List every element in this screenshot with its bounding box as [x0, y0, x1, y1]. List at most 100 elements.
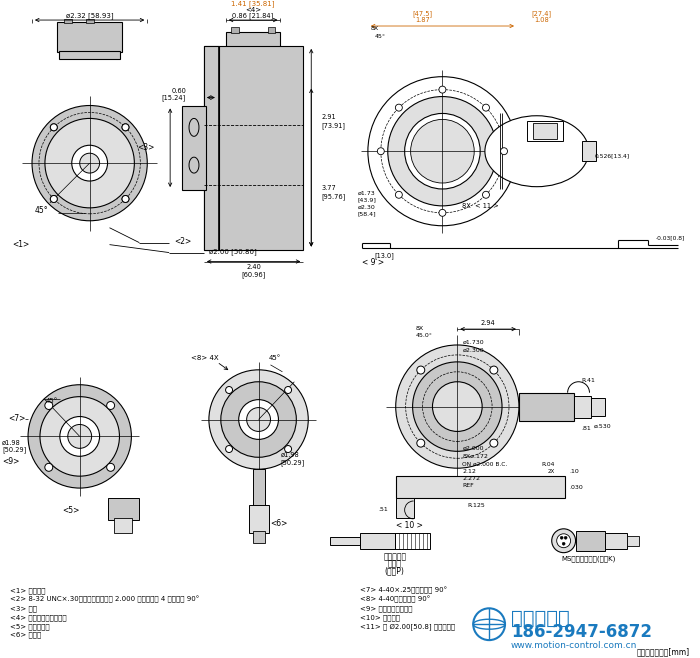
Text: 西安德伍拓: 西安德伍拓: [511, 609, 570, 628]
Text: [73.91]: [73.91]: [321, 122, 345, 128]
Circle shape: [560, 536, 563, 540]
Text: <2>: <2>: [174, 237, 191, 246]
Text: [50.29]: [50.29]: [2, 446, 27, 453]
Bar: [395, 533, 430, 549]
Circle shape: [122, 124, 129, 131]
Text: [95.76]: [95.76]: [321, 193, 345, 200]
Text: <1> 標準機殼: <1> 標準機殼: [10, 587, 46, 594]
Text: .51: .51: [378, 507, 388, 513]
Text: REF: REF: [462, 482, 474, 488]
Text: [50.29]: [50.29]: [281, 459, 304, 466]
Bar: [582, 141, 596, 161]
Bar: [592, 397, 606, 416]
Text: ø2.30: ø2.30: [358, 205, 376, 209]
Text: <4>: <4>: [245, 7, 261, 13]
Circle shape: [433, 382, 482, 432]
Text: <6>: <6>: [270, 519, 288, 528]
Circle shape: [490, 439, 498, 447]
Text: 0.526[13.4]: 0.526[13.4]: [594, 154, 629, 159]
Circle shape: [28, 385, 132, 488]
Text: <8> 4X: <8> 4X: [191, 355, 218, 361]
Text: [43.9]: [43.9]: [358, 197, 377, 203]
Text: 2.272: 2.272: [462, 476, 480, 480]
Text: 2.91: 2.91: [321, 114, 336, 120]
Circle shape: [50, 124, 57, 131]
Circle shape: [225, 445, 232, 453]
Text: ø1.98: ø1.98: [2, 440, 21, 445]
Circle shape: [552, 529, 575, 553]
Text: <5>: <5>: [62, 507, 79, 515]
Bar: [226, 32, 281, 57]
Circle shape: [45, 463, 52, 471]
Text: 186-2947-6872: 186-2947-6872: [511, 623, 652, 641]
Circle shape: [209, 370, 308, 469]
Circle shape: [411, 119, 474, 183]
Circle shape: [285, 445, 292, 453]
Text: .81: .81: [582, 426, 591, 431]
Text: ø1.73: ø1.73: [358, 190, 376, 195]
Circle shape: [412, 362, 502, 451]
Text: ø.530: ø.530: [594, 424, 611, 429]
Circle shape: [220, 382, 296, 457]
Circle shape: [285, 386, 292, 393]
Bar: [627, 536, 639, 545]
Bar: [330, 537, 360, 545]
Circle shape: [490, 366, 498, 374]
Text: < 10 >: < 10 >: [395, 521, 423, 530]
Circle shape: [50, 195, 57, 203]
Text: 8X: 8X: [371, 26, 379, 32]
Text: <4> 軸套的軸槽最大深度: <4> 軸套的軸槽最大深度: [10, 614, 66, 620]
Text: [60.96]: [60.96]: [241, 271, 266, 278]
Text: 3.77: 3.77: [321, 186, 336, 191]
Text: <7> 4-40×.25（深）間隔 90°: <7> 4-40×.25（深）間隔 90°: [360, 587, 447, 594]
Bar: [182, 105, 206, 190]
Text: R.41: R.41: [582, 378, 596, 383]
Bar: [267, 27, 276, 33]
Text: <7>: <7>: [8, 414, 25, 423]
Text: [13.0]: [13.0]: [374, 252, 395, 259]
Text: 45°: 45°: [269, 355, 281, 361]
Text: 45°: 45°: [34, 207, 48, 215]
Text: ø2.000: ø2.000: [462, 446, 484, 451]
Text: ø2.300: ø2.300: [462, 347, 484, 353]
Circle shape: [482, 191, 489, 198]
Ellipse shape: [485, 116, 589, 187]
Circle shape: [106, 401, 115, 409]
Circle shape: [122, 124, 129, 131]
Bar: [57, 22, 122, 52]
Bar: [204, 46, 219, 249]
Circle shape: [482, 104, 489, 111]
Text: 尺寸單位：英寸[mm]: 尺寸單位：英寸[mm]: [637, 647, 690, 657]
Text: <10> 輸出選項: <10> 輸出選項: [360, 614, 400, 620]
Text: <3>: <3>: [137, 143, 154, 152]
Circle shape: [239, 399, 279, 440]
Text: <11> 在 Ø2.00[50.8] 螺栓圓圈圖: <11> 在 Ø2.00[50.8] 螺栓圓圈圖: [360, 622, 455, 630]
Text: <1>: <1>: [12, 240, 29, 249]
Bar: [527, 122, 563, 141]
Text: R.125: R.125: [468, 503, 485, 509]
Circle shape: [556, 534, 570, 547]
Bar: [248, 505, 269, 533]
Circle shape: [388, 97, 497, 206]
Text: 8X  < 11 >: 8X < 11 >: [462, 203, 499, 209]
Text: MS連接器帶電纜(選項K): MS連接器帶電纜(選項K): [561, 555, 616, 562]
Bar: [573, 395, 592, 418]
Bar: [85, 19, 94, 23]
Text: .10: .10: [570, 468, 580, 474]
Text: 2.40: 2.40: [246, 265, 261, 270]
Circle shape: [68, 424, 92, 448]
Circle shape: [395, 104, 402, 111]
Circle shape: [416, 366, 425, 374]
Text: -0.03[0.8]: -0.03[0.8]: [656, 235, 685, 240]
Circle shape: [32, 105, 147, 221]
Circle shape: [395, 191, 402, 198]
Text: ø1.730: ø1.730: [462, 340, 484, 345]
Circle shape: [439, 209, 446, 216]
Text: 45.0°: 45.0°: [416, 332, 433, 338]
Bar: [253, 531, 265, 543]
Text: <3> 孔徑: <3> 孔徑: [10, 605, 37, 612]
Text: [58.4]: [58.4]: [358, 211, 377, 216]
Circle shape: [72, 145, 108, 181]
Bar: [115, 518, 132, 533]
Text: < 9 >: < 9 >: [362, 258, 384, 267]
